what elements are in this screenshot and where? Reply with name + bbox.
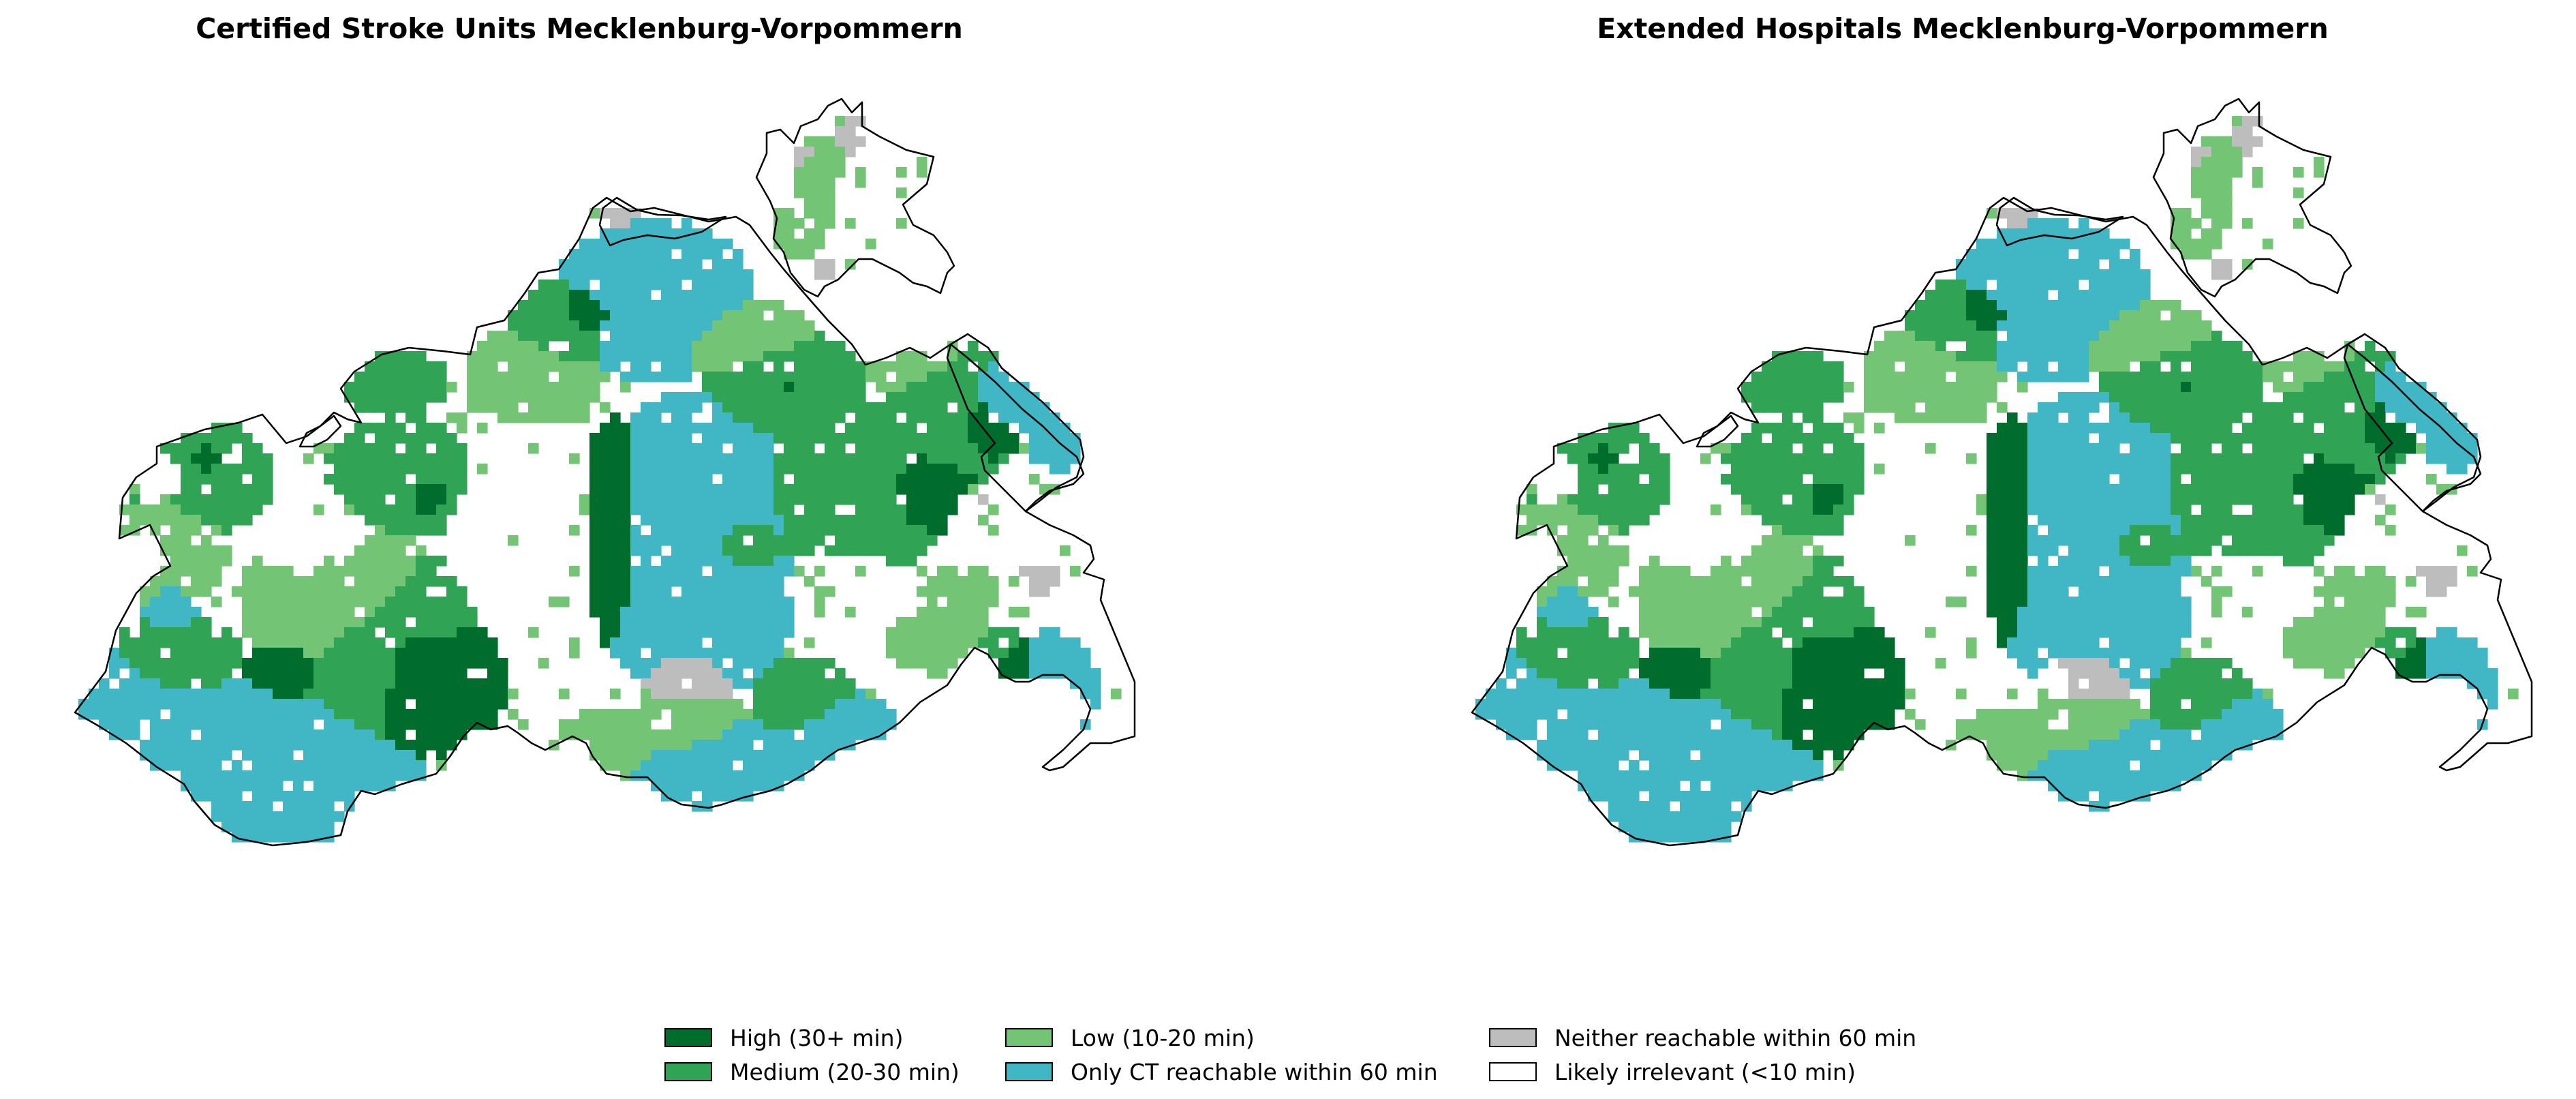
legend-label-medium: Medium (20-30 min) [730,1058,960,1085]
peninsula-outline [1995,196,2124,247]
legend-label-only-ct: Only CT reachable within 60 min [1071,1058,1438,1085]
legend-swatch-irrelevant [1489,1062,1537,1081]
usedom-outline [2343,333,2482,513]
poel-outline [298,415,342,448]
raster-cells [78,116,1122,843]
map-title-extended-hospitals: Extended Hospitals Mecklenburg-Vorpommer… [1597,12,2329,45]
map-title-certified-stroke-units: Certified Stroke Units Mecklenburg-Vorpo… [196,12,963,45]
poel-outline [1696,415,1739,448]
peninsula-outline [598,196,727,247]
legend-item-low: Low (10-20 min) [1005,1021,1255,1054]
legend-label-high: High (30+ min) [730,1024,904,1051]
legend-swatch-neither [1489,1028,1537,1047]
legend: High (30+ min) Medium (20-30 min) Low (1… [664,1021,1946,1089]
legend-label-irrelevant: Likely irrelevant (<10 min) [1554,1058,1856,1085]
legend-item-high: High (30+ min) [664,1021,903,1054]
legend-swatch-medium [664,1062,712,1081]
legend-swatch-high [664,1028,712,1047]
legend-label-neither: Neither reachable within 60 min [1554,1024,1917,1051]
legend-item-neither: Neither reachable within 60 min [1489,1021,1916,1054]
map-extended-hospitals [1471,97,2533,847]
map-certified-stroke-units [74,97,1136,847]
rugen-outline [755,97,955,298]
usedom-outline [946,333,1085,513]
legend-item-medium: Medium (20-30 min) [664,1055,960,1088]
mainland-outline [74,196,1136,847]
legend-item-only-ct: Only CT reachable within 60 min [1005,1055,1438,1088]
rugen-outline [2152,97,2352,298]
raster-cells [1475,116,2519,843]
legend-swatch-low [1005,1028,1053,1047]
legend-swatch-only-ct [1005,1062,1053,1081]
legend-item-irrelevant: Likely irrelevant (<10 min) [1489,1055,1856,1088]
legend-label-low: Low (10-20 min) [1071,1024,1255,1051]
mainland-outline [1471,196,2533,847]
